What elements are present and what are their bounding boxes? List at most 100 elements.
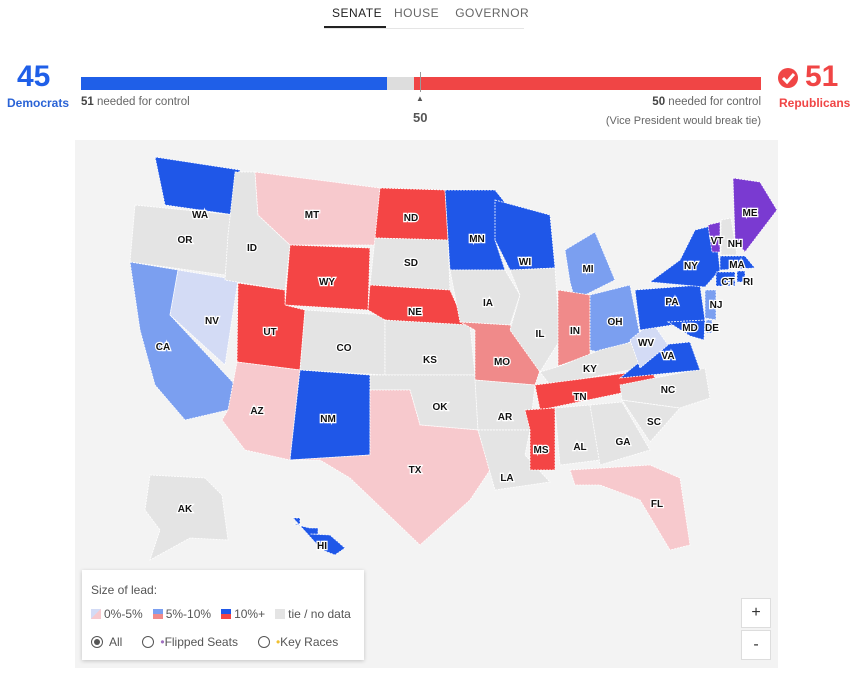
state-in[interactable] <box>557 289 591 367</box>
filter-all[interactable]: All <box>91 635 122 649</box>
state-label-va: VA <box>661 351 674 362</box>
state-fl[interactable] <box>569 464 691 551</box>
dem-needed-text: needed for control <box>97 96 190 108</box>
state-ia[interactable] <box>449 269 521 326</box>
state-label-vt: VT <box>711 236 724 247</box>
state-mi[interactable] <box>564 231 616 301</box>
map-legend: Size of lead: 0%-5% 5%-10% 10%+ tie / no… <box>82 570 364 660</box>
state-ms[interactable] <box>524 407 556 471</box>
state-label-ut: UT <box>263 327 276 338</box>
state-ak[interactable] <box>144 474 229 561</box>
swatch-tie <box>275 609 286 619</box>
state-wa[interactable] <box>154 156 241 216</box>
state-nh[interactable] <box>720 217 738 256</box>
midpoint-arrow-icon: ▲ <box>416 94 424 103</box>
state-label-ga: GA <box>616 437 631 448</box>
rep-label: Republicans <box>779 96 851 110</box>
state-label-il: IL <box>536 329 545 340</box>
state-label-nh: NH <box>728 239 742 250</box>
state-label-tx: TX <box>409 465 422 476</box>
state-label-ia: IA <box>483 298 493 309</box>
state-label-nj: NJ <box>710 300 723 311</box>
state-label-fl: FL <box>651 499 663 510</box>
dem-bar-fill <box>81 77 387 90</box>
state-sc[interactable] <box>621 399 681 443</box>
flipped-dot-icon: • <box>160 635 165 649</box>
state-ma[interactable] <box>719 255 756 271</box>
filter-flipped-label: Flipped Seats <box>164 635 238 649</box>
state-ut[interactable] <box>236 282 306 371</box>
state-tx[interactable] <box>289 389 491 546</box>
rep-needed-number: 50 <box>652 96 666 108</box>
state-ct[interactable] <box>715 271 736 287</box>
radio-icon <box>142 636 155 648</box>
state-co[interactable] <box>299 309 386 376</box>
state-nv[interactable] <box>169 269 239 366</box>
state-label-oh: OH <box>608 317 623 328</box>
state-label-wv: WV <box>638 338 654 349</box>
state-label-co: CO <box>337 343 352 354</box>
state-label-ne: NE <box>408 307 422 318</box>
state-label-ak: AK <box>178 504 193 515</box>
zoom-out-button[interactable]: - <box>741 630 771 660</box>
state-tn[interactable] <box>534 369 661 411</box>
state-mo[interactable] <box>459 321 541 386</box>
legend-title: Size of lead: <box>91 583 158 597</box>
state-label-wa: WA <box>192 210 208 221</box>
midpoint-value: 50 <box>413 110 428 125</box>
state-label-ar: AR <box>498 412 513 423</box>
state-label-az: AZ <box>250 406 263 417</box>
state-la[interactable] <box>477 429 551 491</box>
state-mt[interactable] <box>254 171 381 246</box>
race-tabs: SENATE HOUSE GOVERNOR <box>324 0 529 29</box>
tab-governor[interactable]: GOVERNOR <box>455 6 530 20</box>
state-label-nc: NC <box>661 385 675 396</box>
seat-balance-bar <box>81 77 761 90</box>
state-ks[interactable] <box>384 319 476 376</box>
state-label-in: IN <box>570 326 580 337</box>
state-label-ri: RI <box>743 277 753 288</box>
state-label-ny: NY <box>684 261 698 272</box>
state-label-hi: HI <box>317 541 327 552</box>
state-ga[interactable] <box>589 401 651 466</box>
state-label-me: ME <box>743 208 758 219</box>
swatch-5-10 <box>152 609 163 619</box>
state-label-mo: MO <box>494 357 510 368</box>
legend-10-plus: 10%+ <box>234 607 266 621</box>
state-label-al: AL <box>573 442 586 453</box>
state-me[interactable] <box>732 177 778 253</box>
swatch-0-5 <box>91 609 101 619</box>
state-de[interactable] <box>705 319 713 334</box>
state-hi[interactable] <box>292 517 346 556</box>
state-label-id: ID <box>247 243 257 254</box>
us-senate-map[interactable]: WA OR CA NV ID MT WY UT AZ CO NM ND SD NE KS OK TX MN IA MO… <box>75 140 778 668</box>
radio-icon <box>257 636 270 648</box>
state-label-wi: WI <box>519 257 531 268</box>
rep-seat-count: 51 <box>805 60 839 93</box>
state-label-de: DE <box>705 323 719 334</box>
state-nj[interactable] <box>704 289 717 321</box>
zoom-in-button[interactable]: + <box>741 598 771 628</box>
key-race-dot-icon: • <box>275 635 281 649</box>
state-label-mn: MN <box>469 234 485 245</box>
filter-key-races[interactable]: •Key Races <box>257 635 338 649</box>
state-oh[interactable] <box>589 284 641 356</box>
tie-note: (Vice President would break tie) <box>605 115 761 127</box>
state-label-ca: CA <box>156 342 170 353</box>
state-label-wy: WY <box>319 277 335 288</box>
rep-bar-fill <box>414 77 761 90</box>
winner-check-icon <box>778 68 798 88</box>
tab-house[interactable]: HOUSE <box>394 6 440 20</box>
filter-flipped[interactable]: •Flipped Seats <box>142 635 238 649</box>
state-or[interactable] <box>129 204 236 276</box>
radio-icon <box>91 636 103 648</box>
undecided-bar-fill <box>387 77 415 90</box>
state-label-nv: NV <box>205 316 219 327</box>
tab-senate[interactable]: SENATE <box>324 0 386 28</box>
dem-label: Democrats <box>7 96 70 110</box>
state-md[interactable] <box>666 319 706 341</box>
state-vt[interactable] <box>707 221 721 253</box>
state-ri[interactable] <box>736 270 746 283</box>
state-label-ma: MA <box>729 260 745 271</box>
filter-all-label: All <box>109 635 123 649</box>
